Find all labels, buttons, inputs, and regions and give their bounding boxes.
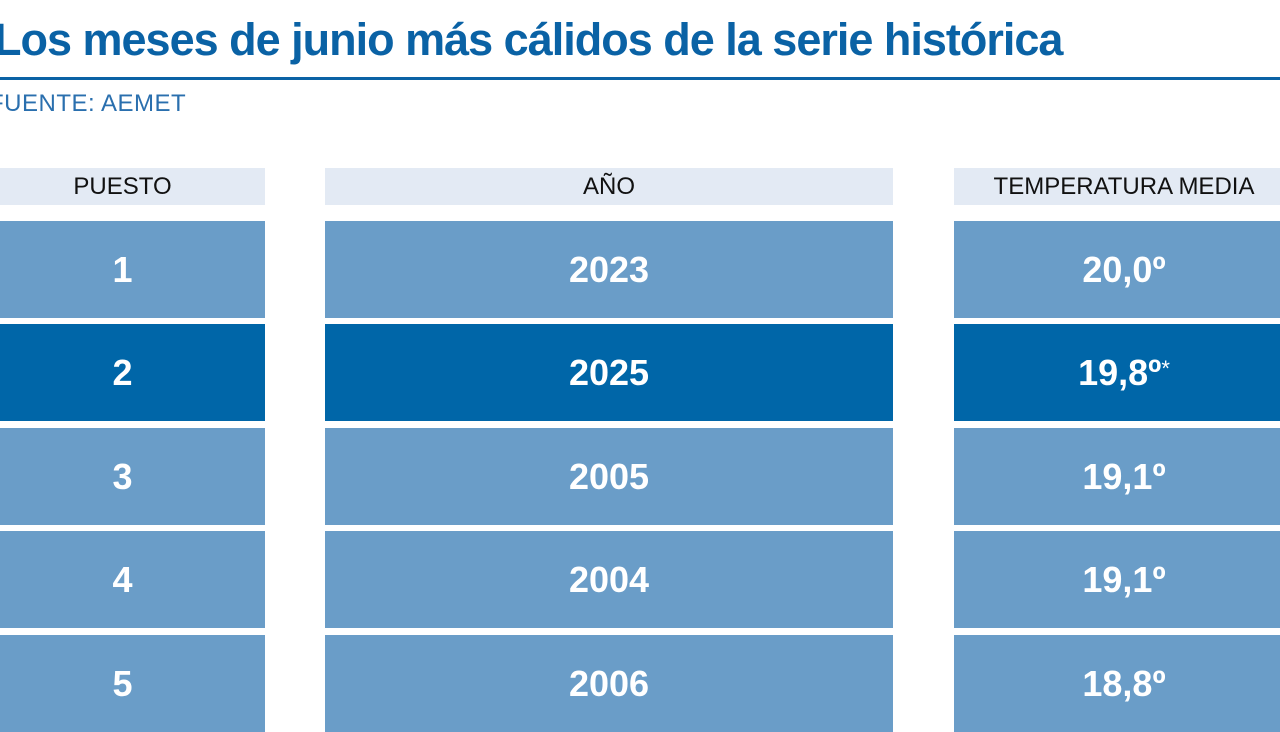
cell-text: 18,8º: [1082, 662, 1166, 704]
cell-text: 19,8º: [1078, 351, 1162, 393]
table-cell: 2025: [325, 324, 893, 421]
title: Los meses de junio más cálidos de la ser…: [0, 14, 1063, 65]
table-cell: 4: [0, 531, 265, 628]
cell-text: 4: [112, 558, 133, 600]
table-cell: 5: [0, 635, 265, 732]
cell-text: 2023: [568, 248, 650, 290]
source: FUENTE: AEMET: [0, 90, 187, 117]
column-header-text: PUESTO: [73, 172, 172, 200]
table-cell: 20,0º: [954, 221, 1280, 318]
title-rule: [0, 77, 1280, 80]
cell-text: 19,1º: [1082, 558, 1166, 600]
table-cell: 19,8º *: [954, 324, 1280, 421]
column-header-text: TEMPERATURA MEDIA: [993, 172, 1255, 200]
column-header: AÑO: [325, 168, 893, 205]
cell-text: 2005: [568, 455, 650, 497]
table-cell: 2004: [325, 531, 893, 628]
table-cell: 2023: [325, 221, 893, 318]
cell-text: 2006: [568, 662, 650, 704]
cell-text: 19,1º: [1082, 455, 1166, 497]
table-cell: 19,1º: [954, 531, 1280, 628]
cell-text: 2004: [568, 558, 650, 600]
cell-text: 20,0º: [1082, 248, 1166, 290]
cell-text: 2: [112, 351, 133, 393]
cell-text: 5: [112, 662, 133, 704]
table-cell: 2: [0, 324, 265, 421]
table-cell: 19,1º: [954, 428, 1280, 525]
table-cell: 1: [0, 221, 265, 318]
cell-text: 3: [112, 455, 133, 497]
table-cell: 3: [0, 428, 265, 525]
table-cell: 18,8º: [954, 635, 1280, 732]
column-header: PUESTO: [0, 168, 265, 205]
column-header: TEMPERATURA MEDIA: [954, 168, 1280, 205]
cell-text: 2025: [568, 351, 650, 393]
column-header-text: AÑO: [582, 172, 635, 200]
cell-text: 1: [112, 248, 133, 290]
table-cell: 2005: [325, 428, 893, 525]
table-cell: 2006: [325, 635, 893, 732]
note-marker: *: [1161, 355, 1170, 381]
